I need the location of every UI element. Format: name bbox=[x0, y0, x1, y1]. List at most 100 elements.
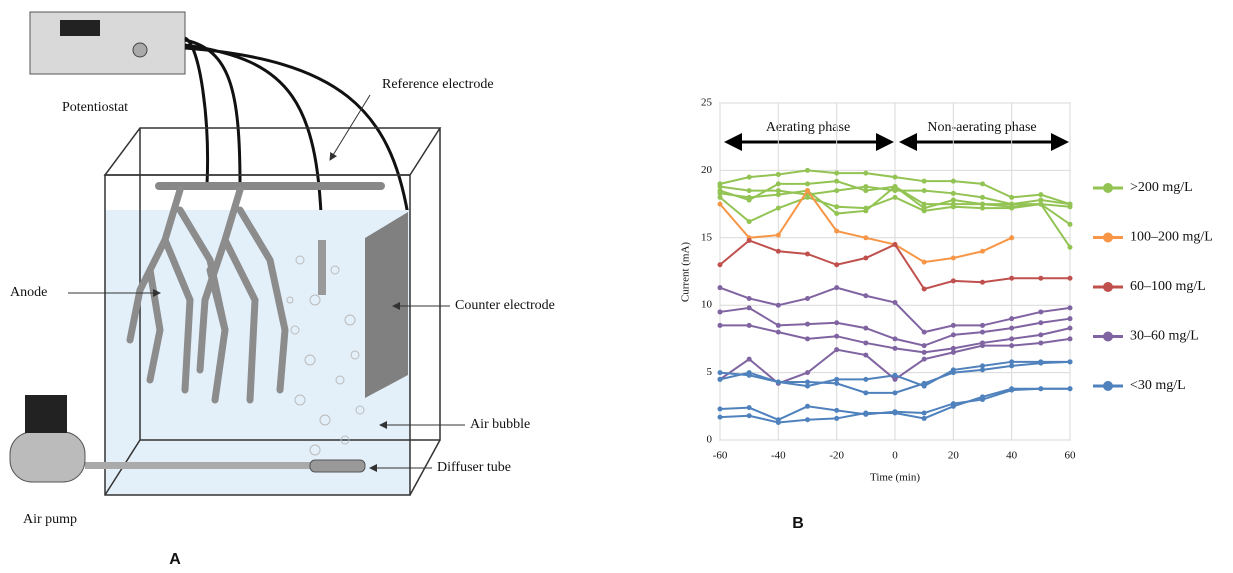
point bbox=[746, 356, 752, 362]
pump-motor bbox=[25, 395, 67, 433]
point bbox=[1009, 386, 1015, 392]
point bbox=[805, 370, 810, 376]
label: Potentiostat bbox=[62, 100, 128, 115]
point bbox=[717, 370, 723, 376]
point bbox=[892, 184, 898, 190]
display bbox=[60, 20, 100, 36]
legend-label: 30–60 mg/L bbox=[1130, 329, 1199, 344]
point bbox=[863, 188, 869, 194]
point bbox=[892, 194, 898, 200]
point bbox=[950, 201, 956, 207]
point bbox=[805, 379, 810, 385]
point bbox=[1067, 316, 1073, 322]
point bbox=[805, 383, 810, 389]
cables bbox=[184, 36, 410, 246]
point bbox=[834, 204, 840, 210]
point bbox=[775, 192, 781, 198]
point bbox=[980, 363, 985, 369]
point bbox=[921, 343, 927, 349]
point bbox=[921, 178, 927, 184]
knob bbox=[132, 42, 148, 58]
point bbox=[921, 188, 927, 194]
point bbox=[1009, 275, 1015, 281]
point bbox=[1009, 316, 1015, 322]
point bbox=[717, 194, 723, 200]
point bbox=[1067, 201, 1073, 207]
point bbox=[1038, 309, 1044, 315]
point bbox=[1067, 221, 1073, 227]
point bbox=[775, 379, 781, 385]
point bbox=[834, 347, 840, 353]
legend-label: <30 mg/L bbox=[1130, 378, 1186, 393]
point bbox=[717, 201, 723, 207]
point bbox=[834, 170, 840, 176]
point bbox=[950, 349, 956, 355]
rod bbox=[155, 182, 385, 190]
point bbox=[746, 305, 752, 311]
y-tick-label: 0 bbox=[707, 434, 713, 446]
point bbox=[863, 170, 869, 176]
point bbox=[805, 251, 810, 257]
point bbox=[1038, 275, 1044, 281]
point bbox=[892, 336, 898, 342]
label: Air pump bbox=[23, 512, 77, 527]
legend-marker bbox=[1103, 331, 1113, 342]
point bbox=[746, 174, 752, 180]
point bbox=[805, 181, 810, 187]
point bbox=[980, 322, 985, 328]
point bbox=[1038, 201, 1044, 207]
point bbox=[717, 406, 723, 412]
point bbox=[775, 329, 781, 335]
point bbox=[1009, 359, 1015, 365]
point bbox=[950, 370, 956, 376]
point bbox=[921, 208, 927, 214]
point bbox=[892, 390, 898, 396]
point bbox=[1038, 360, 1044, 366]
point bbox=[1067, 336, 1073, 342]
legend-label: >200 mg/L bbox=[1130, 180, 1193, 195]
point bbox=[805, 321, 810, 327]
point bbox=[746, 405, 752, 411]
point bbox=[892, 174, 898, 180]
y-tick-label: 25 bbox=[701, 97, 713, 109]
leaders bbox=[68, 94, 465, 472]
point bbox=[805, 403, 810, 409]
point bbox=[863, 235, 869, 241]
point bbox=[805, 167, 810, 173]
annotation: Non-aerating phase bbox=[927, 120, 1036, 135]
point bbox=[834, 285, 840, 291]
point bbox=[950, 178, 956, 184]
point bbox=[863, 340, 869, 346]
x-tick-label: 60 bbox=[1065, 450, 1077, 462]
point bbox=[834, 415, 840, 421]
point bbox=[1038, 386, 1044, 392]
point bbox=[834, 320, 840, 326]
point bbox=[1067, 359, 1073, 365]
point bbox=[950, 278, 956, 284]
point bbox=[863, 208, 869, 214]
point bbox=[1009, 343, 1015, 349]
point bbox=[775, 322, 781, 328]
label: Reference electrode bbox=[382, 77, 494, 92]
water bbox=[105, 210, 410, 495]
point bbox=[980, 394, 985, 400]
label: Anode bbox=[10, 285, 47, 300]
point bbox=[805, 336, 810, 342]
point bbox=[892, 372, 898, 378]
reference-electrode bbox=[318, 240, 326, 295]
point bbox=[746, 295, 752, 301]
point bbox=[921, 410, 927, 416]
point bbox=[805, 417, 810, 423]
point bbox=[1067, 386, 1073, 392]
tank-back bbox=[103, 127, 442, 496]
point bbox=[1009, 235, 1015, 241]
point bbox=[950, 403, 956, 409]
point bbox=[1038, 197, 1044, 203]
x-tick-label: 40 bbox=[1006, 450, 1018, 462]
point bbox=[775, 419, 781, 425]
point bbox=[834, 211, 840, 217]
anode bbox=[126, 186, 289, 404]
point bbox=[1067, 244, 1073, 250]
point bbox=[775, 171, 781, 177]
point bbox=[892, 345, 898, 351]
